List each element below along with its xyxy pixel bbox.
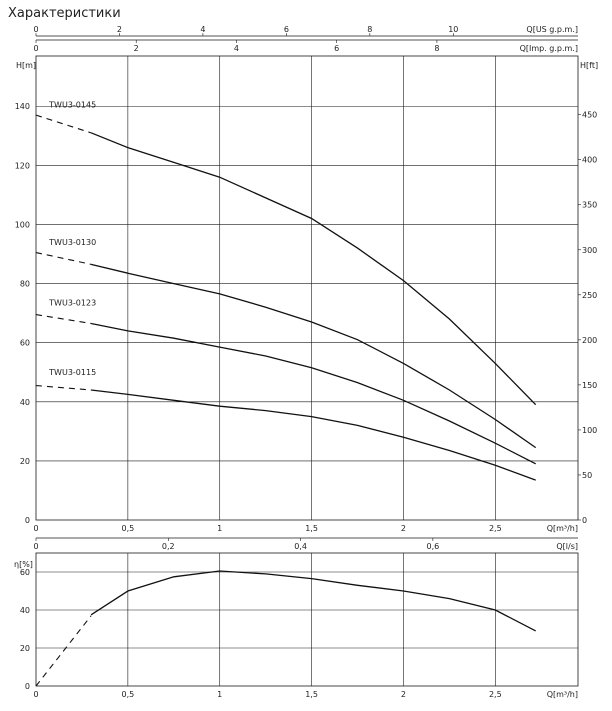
- curve-twu3-0115: [91, 389, 536, 481]
- head-right-tick-label: 0: [582, 516, 587, 525]
- head-x-tick-label: 0,5: [121, 524, 134, 533]
- curve-dashed-twu3-0130: [35, 251, 92, 265]
- curve-dashed-twu3-0115: [35, 384, 92, 391]
- impgpm-tick-label: 6: [334, 44, 339, 53]
- ls-tick-label: 0,2: [162, 542, 175, 551]
- ls-tick-label: 0,4: [294, 542, 307, 551]
- usgpm-tick-label: 2: [117, 25, 122, 34]
- eff-x-tick-label: 1,5: [305, 690, 318, 699]
- head-y-tick-label: 100: [15, 220, 30, 229]
- head-x-tick-label: 2: [401, 524, 406, 533]
- eff-y-tick-label: 60: [20, 568, 30, 577]
- eff-x-tick-label: 2: [401, 690, 406, 699]
- eff-y-tick-label: 40: [20, 606, 30, 615]
- head-x-tick-label: 2,5: [489, 524, 502, 533]
- head-right-tick-label: 150: [582, 381, 597, 390]
- head-right-tick-label: 200: [582, 336, 597, 345]
- ls-tick-label: 0: [33, 542, 38, 551]
- impgpm-tick-label: 8: [434, 44, 439, 53]
- head-right-tick-label: 450: [582, 111, 597, 120]
- head-y-tick-label: 20: [20, 457, 30, 466]
- efficiency-curve-dashed: [35, 615, 92, 687]
- head-y-tick-label: 80: [20, 280, 30, 289]
- usgpm-axis-label: Q[US g.p.m.]: [526, 25, 578, 34]
- eff-x-tick-label: 0,5: [121, 690, 134, 699]
- head-right-tick-label: 50: [582, 471, 592, 480]
- impgpm-tick-label: 4: [234, 44, 239, 53]
- head-y-tick-label: 60: [20, 339, 30, 348]
- series-label: TWU3-0123: [48, 299, 96, 308]
- head-right-tick-label: 250: [582, 291, 597, 300]
- usgpm-tick-label: 6: [284, 25, 289, 34]
- efficiency-curve: [90, 570, 536, 632]
- head-x-tick-label: 1,5: [305, 524, 318, 533]
- curve-dashed-twu3-0123: [35, 314, 92, 325]
- head-right-axis-label: H[ft]: [580, 61, 598, 70]
- efficiency-chart: 0 0,2 0,4 0,6 Q[l/s] 0 0,5 1 1,5 2 2,5 Q[m³/h] 0 20 40…: [14, 537, 579, 699]
- head-x-axis-label: Q[m³/h]: [547, 524, 578, 533]
- head-y-tick-label: 40: [20, 398, 30, 407]
- impgpm-axis-label: Q[Imp. g.p.m.]: [520, 44, 578, 53]
- series-label: TWU3-0115: [48, 368, 96, 377]
- series-label: TWU3-0145: [48, 101, 96, 110]
- usgpm-tick-label: 4: [200, 25, 205, 34]
- usgpm-tick-label: 8: [367, 25, 372, 34]
- ls-axis-label: Q[l/s]: [556, 542, 578, 551]
- eff-plot-frame: [35, 552, 579, 687]
- eff-x-axis-label: Q[m³/h]: [547, 690, 578, 699]
- impgpm-tick-label: 0: [33, 44, 38, 53]
- eff-y-tick-label: 0: [25, 682, 30, 691]
- page-title: Характеристики: [8, 6, 121, 21]
- curve-twu3-0145: [90, 132, 537, 406]
- curve-twu3-0123: [90, 322, 536, 465]
- ls-tick-label: 0,6: [426, 542, 439, 551]
- head-x-tick-label: 0: [33, 524, 38, 533]
- head-right-tick-label: 100: [582, 426, 597, 435]
- curve-dashed-twu3-0145: [35, 114, 92, 134]
- head-right-tick-label: 350: [582, 201, 597, 210]
- usgpm-tick-label: 10: [448, 25, 458, 34]
- eff-x-tick-label: 2,5: [489, 690, 502, 699]
- curve-twu3-0130: [90, 263, 537, 449]
- eff-x-tick-label: 1: [217, 690, 222, 699]
- eff-x-tick-label: 0: [33, 690, 38, 699]
- impgpm-tick-label: 2: [134, 44, 139, 53]
- head-y-tick-label: 140: [15, 102, 30, 111]
- head-y-tick-label: 120: [15, 161, 30, 170]
- head-plot-frame: [35, 55, 579, 521]
- eff-y-tick-label: 20: [20, 644, 30, 653]
- head-x-tick-label: 1: [217, 524, 222, 533]
- usgpm-tick-label: 0: [33, 25, 38, 34]
- head-right-tick-label: 400: [582, 156, 597, 165]
- head-chart: 0 2 4 6 8 10 Q[US g.p.m.]0 2 4 6 8 Q[Imp. g.p.m.]0 0…: [15, 25, 598, 533]
- head-y-axis-label: H[m]: [16, 61, 36, 70]
- head-y-tick-label: 0: [25, 516, 30, 525]
- series-label: TWU3-0130: [48, 238, 96, 247]
- head-right-tick-label: 300: [582, 246, 597, 255]
- eff-y-axis-label: η[%]: [14, 560, 33, 569]
